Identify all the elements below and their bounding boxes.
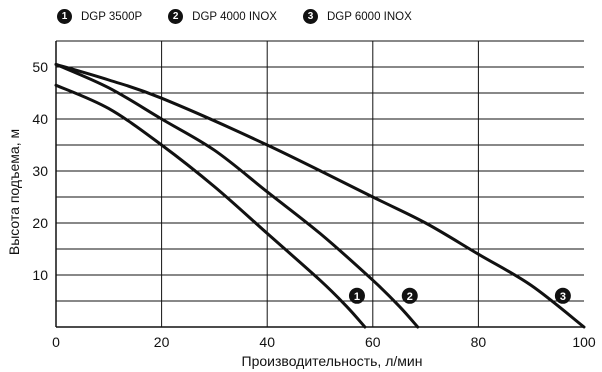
y-tick-label-50: 50 <box>32 59 48 75</box>
y-tick-label-10: 10 <box>32 267 48 283</box>
x-tick-label-40: 40 <box>259 334 275 350</box>
series-line-3 <box>54 62 586 329</box>
series-marker-label-1: 1 <box>354 291 360 303</box>
series-marker-3 <box>554 287 571 304</box>
legend-item-2: 2 DGP 4000 INOX <box>168 9 277 24</box>
legend-badge-1: 1 <box>57 9 72 24</box>
series-marker-label-3: 3 <box>560 291 566 303</box>
x-axis-label: Производительность, л/мин <box>242 353 423 369</box>
series-line-2 <box>54 62 420 329</box>
series-marker-label-2: 2 <box>407 291 413 303</box>
legend-item-3: 3 DGP 6000 INOX <box>302 9 412 24</box>
y-tick-label-30: 30 <box>32 163 48 179</box>
y-tick-label-20: 20 <box>32 215 48 231</box>
x-tick-label-60: 60 <box>365 334 381 350</box>
legend-label-2: DGP 4000 INOX <box>192 10 277 23</box>
y-axis-label: Высота подъема, м <box>6 129 22 255</box>
legend-badge-2: 2 <box>168 9 184 24</box>
x-tick-label-20: 20 <box>154 334 170 350</box>
legend-item-1: 1 DGP 3500P <box>57 9 142 24</box>
legend-badge-3: 3 <box>302 9 318 24</box>
legend-label-1: DGP 3500P <box>81 10 143 23</box>
legend-label-3: DGP 6000 INOX <box>326 10 412 23</box>
series-line-1 <box>54 83 367 329</box>
series-marker-2 <box>401 287 418 304</box>
x-tick-label-0: 0 <box>52 334 60 350</box>
x-tick-label-100: 100 <box>572 334 596 350</box>
chart-legend: 1 DGP 3500P 2 DGP 4000 INOX 3 DGP 6000 I… <box>57 9 412 24</box>
y-tick-label-40: 40 <box>32 111 48 127</box>
series-marker-1 <box>348 287 365 304</box>
x-tick-label-80: 80 <box>471 334 487 350</box>
